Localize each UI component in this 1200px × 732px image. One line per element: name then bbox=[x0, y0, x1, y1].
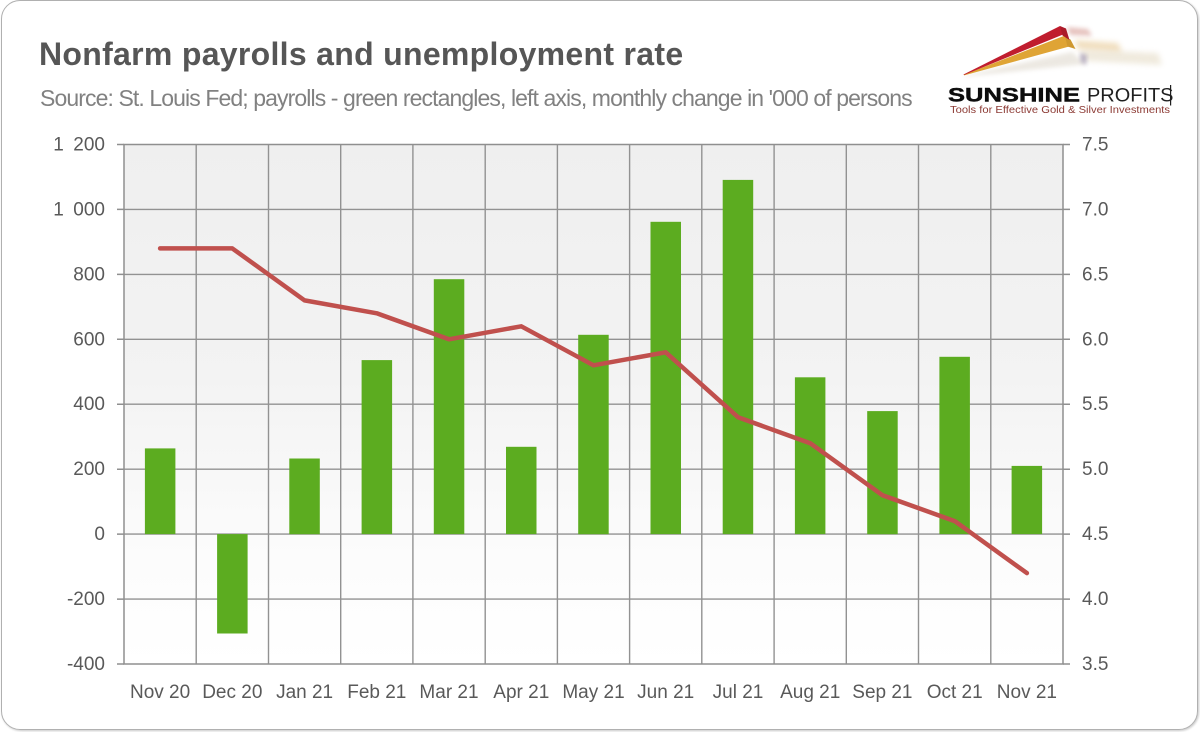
svg-text:6.0: 6.0 bbox=[1082, 329, 1108, 350]
svg-text:600: 600 bbox=[73, 329, 105, 350]
svg-text:Oct 21: Oct 21 bbox=[927, 682, 983, 703]
svg-text:Nov 21: Nov 21 bbox=[997, 682, 1057, 703]
svg-text:Aug 21: Aug 21 bbox=[780, 682, 840, 703]
svg-text:1 000: 1 000 bbox=[53, 199, 105, 220]
svg-text:-400: -400 bbox=[67, 654, 105, 675]
svg-text:Dec 20: Dec 20 bbox=[202, 682, 262, 703]
svg-text:May 21: May 21 bbox=[562, 682, 624, 703]
svg-text:Feb 21: Feb 21 bbox=[347, 682, 406, 703]
svg-text:400: 400 bbox=[73, 394, 105, 415]
svg-text:Jan 21: Jan 21 bbox=[276, 682, 333, 703]
svg-text:200: 200 bbox=[73, 459, 105, 480]
svg-text:800: 800 bbox=[73, 264, 105, 285]
svg-text:Mar 21: Mar 21 bbox=[419, 682, 478, 703]
svg-text:SUNSHINE: SUNSHINE bbox=[948, 85, 1080, 107]
svg-text:7.5: 7.5 bbox=[1082, 135, 1108, 156]
svg-text:1 200: 1 200 bbox=[53, 135, 105, 156]
svg-text:Nov 20: Nov 20 bbox=[130, 682, 190, 703]
svg-text:Jun 21: Jun 21 bbox=[637, 682, 694, 703]
svg-text:PROFITS: PROFITS bbox=[1087, 85, 1174, 107]
svg-text:5.0: 5.0 bbox=[1082, 459, 1108, 480]
svg-text:0: 0 bbox=[94, 524, 105, 545]
svg-text:4.0: 4.0 bbox=[1082, 589, 1108, 610]
svg-text:4.5: 4.5 bbox=[1082, 524, 1108, 545]
svg-text:Apr 21: Apr 21 bbox=[493, 682, 549, 703]
svg-text:Jul 21: Jul 21 bbox=[713, 682, 764, 703]
svg-text:-200: -200 bbox=[67, 589, 105, 610]
svg-text:7.0: 7.0 bbox=[1082, 199, 1108, 220]
svg-text:Sep 21: Sep 21 bbox=[852, 682, 912, 703]
svg-text:Tools for Effective Gold & Sil: Tools for Effective Gold & Silver Invest… bbox=[950, 104, 1170, 116]
svg-text:5.5: 5.5 bbox=[1082, 394, 1108, 415]
svg-text:3.5: 3.5 bbox=[1082, 654, 1108, 675]
svg-text:6.5: 6.5 bbox=[1082, 264, 1108, 285]
